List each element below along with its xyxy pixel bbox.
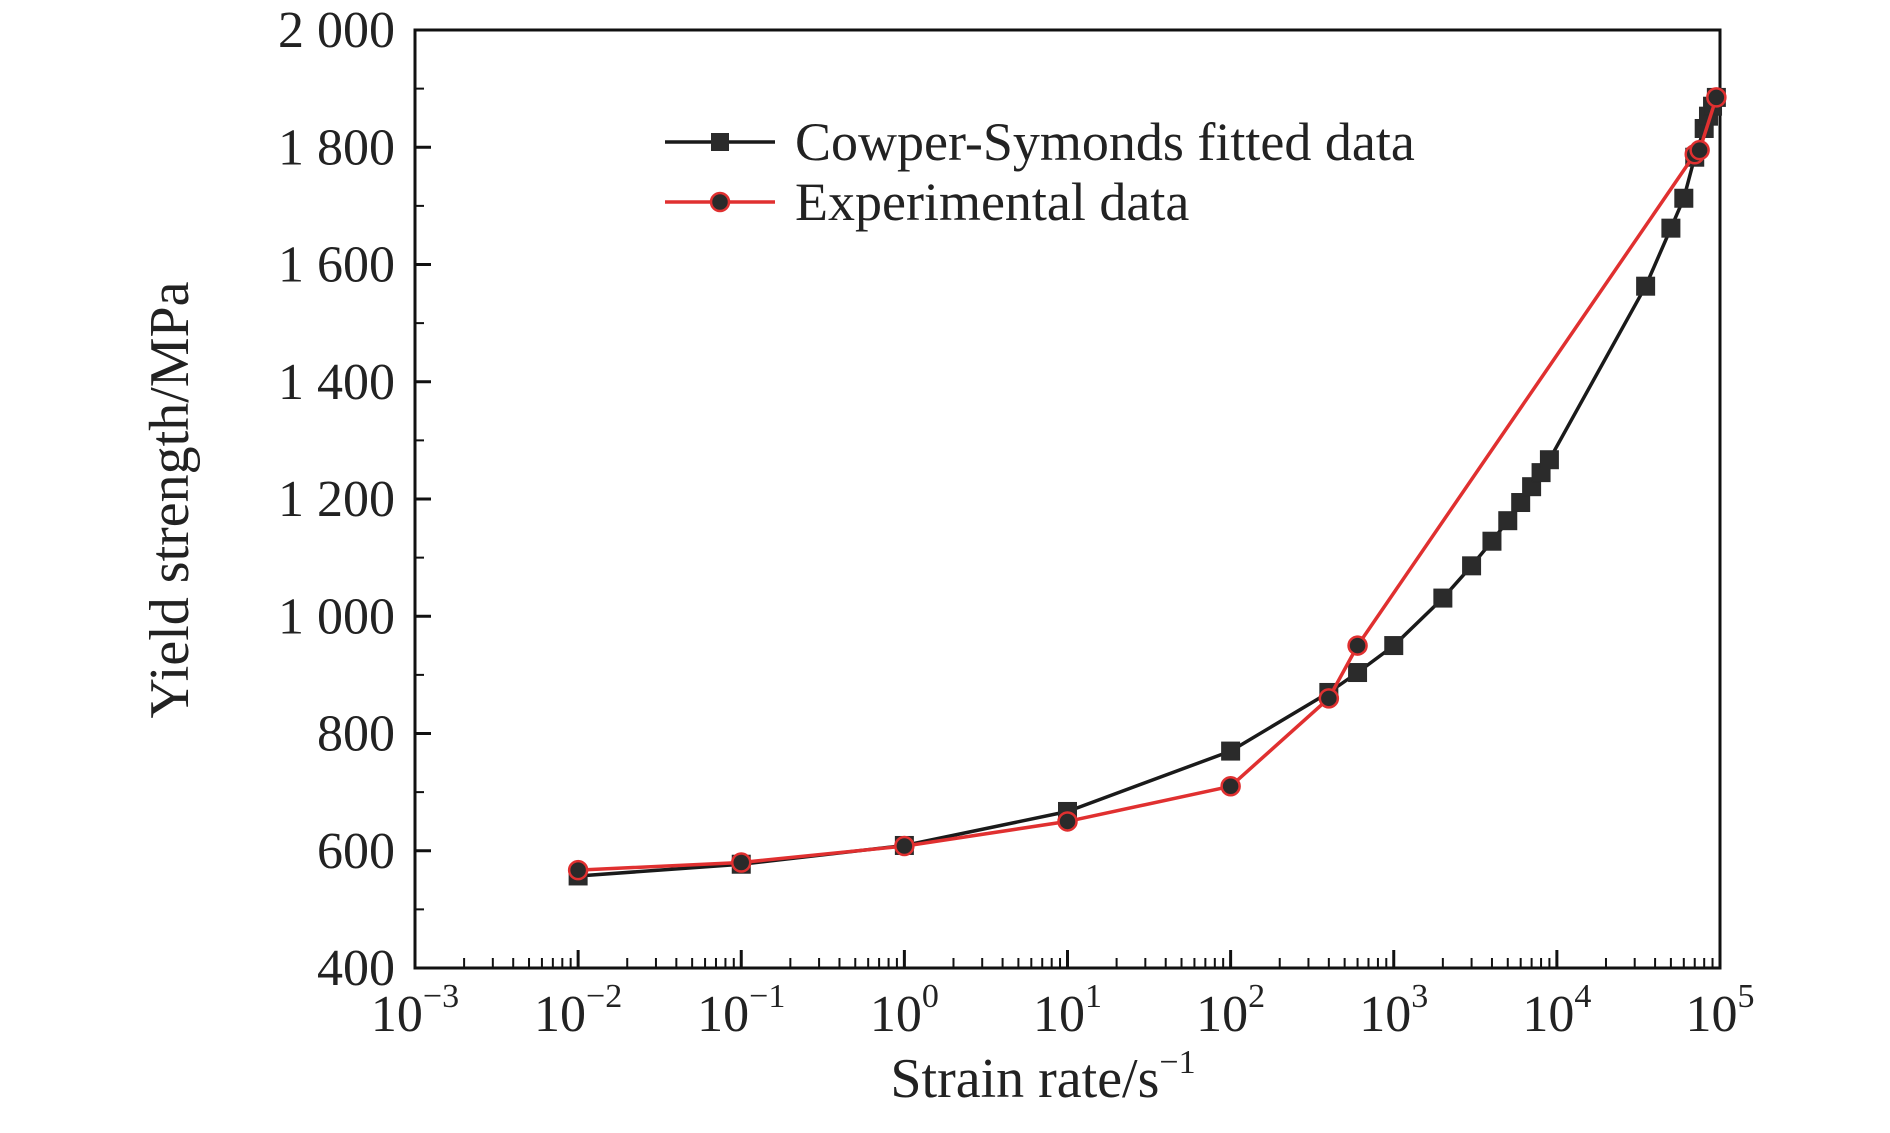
x-axis-title: Strain rate/s−1	[890, 1044, 1195, 1110]
x-tick-label: 104	[1522, 978, 1591, 1043]
x-tick-base: 10	[1196, 986, 1248, 1043]
y-tick-label: 600	[317, 823, 395, 880]
x-tick-exponent: 0	[922, 978, 939, 1015]
x-tick-exponent: 5	[1738, 978, 1755, 1015]
x-tick-base: 10	[1522, 986, 1574, 1043]
x-tick-label: 101	[1033, 978, 1102, 1043]
y-tick-label: 1 600	[278, 237, 395, 294]
legend-marker-circle	[709, 191, 731, 213]
x-tick-exponent: −3	[423, 978, 459, 1015]
x-tick-exponent: −1	[749, 978, 785, 1015]
data-point	[1384, 636, 1404, 656]
y-tick-label: 1 000	[278, 588, 395, 645]
series-layer	[567, 87, 1727, 886]
data-point	[1706, 87, 1727, 108]
data-point	[1433, 588, 1453, 608]
legend-marker-square	[711, 133, 729, 151]
x-axis-ticks: 10−3 10−2 10−1 100 101 102 103 104 105	[371, 950, 1755, 1043]
data-point	[1318, 688, 1340, 709]
x-tick-label: 10−1	[697, 978, 785, 1043]
x-tick-base: 10	[1359, 986, 1411, 1043]
data-point	[1347, 635, 1368, 656]
y-axis-title: Yield strength/MPa	[139, 281, 201, 718]
x-tick-base: 10	[697, 986, 749, 1043]
x-axis-title-superscript: −1	[1159, 1044, 1195, 1081]
x-tick-label: 102	[1196, 978, 1265, 1043]
data-point	[1636, 276, 1656, 296]
data-point	[1482, 531, 1502, 551]
y-tick-label: 400	[317, 940, 395, 997]
data-point	[1462, 556, 1482, 576]
y-tick-label: 2 000	[278, 2, 395, 59]
y-tick-label: 800	[317, 706, 395, 763]
legend-entry-2: Experimental data	[665, 172, 1189, 232]
y-tick-label: 1 800	[278, 119, 395, 176]
y-axis-ticks: 400 600 800 1 000 1 200 1 400 1 600 1 800 2 000	[278, 2, 431, 997]
data-point	[1221, 741, 1241, 761]
data-point	[1348, 663, 1368, 683]
data-point	[1057, 811, 1078, 832]
x-tick-label: 105	[1686, 978, 1755, 1043]
data-point	[731, 852, 752, 873]
data-point	[1689, 139, 1710, 161]
data-point	[1220, 776, 1241, 797]
data-point	[1511, 493, 1531, 513]
x-tick-base: 10	[1686, 986, 1738, 1043]
data-point	[1539, 450, 1559, 470]
x-tick-exponent: 2	[1248, 978, 1265, 1015]
x-tick-base: 10	[371, 986, 423, 1043]
x-tick-exponent: −2	[586, 978, 622, 1015]
x-tick-label: 10−3	[371, 978, 459, 1043]
x-tick-exponent: 3	[1411, 978, 1428, 1015]
x-tick-label: 10−2	[534, 978, 622, 1043]
x-tick-exponent: 4	[1574, 978, 1591, 1015]
data-point	[1674, 188, 1694, 208]
legend-label: Cowper-Symonds fitted data	[795, 112, 1415, 172]
data-point	[1498, 511, 1518, 531]
x-tick-label: 100	[870, 978, 939, 1043]
y-tick-label: 1 200	[278, 471, 395, 528]
y-tick-label: 1 400	[278, 354, 395, 411]
data-point	[1661, 218, 1681, 238]
x-tick-base: 10	[870, 986, 922, 1043]
data-point	[894, 835, 915, 857]
x-tick-base: 10	[1033, 986, 1085, 1043]
x-axis-title-main: Strain rate/s	[890, 1048, 1159, 1110]
x-tick-label: 103	[1359, 978, 1428, 1043]
legend-entry-1: Cowper-Symonds fitted data	[665, 112, 1415, 172]
x-tick-base: 10	[534, 986, 586, 1043]
series-2	[567, 87, 1727, 881]
legend-label: Experimental data	[795, 172, 1189, 232]
data-point	[567, 859, 589, 881]
x-tick-exponent: 1	[1085, 978, 1102, 1015]
